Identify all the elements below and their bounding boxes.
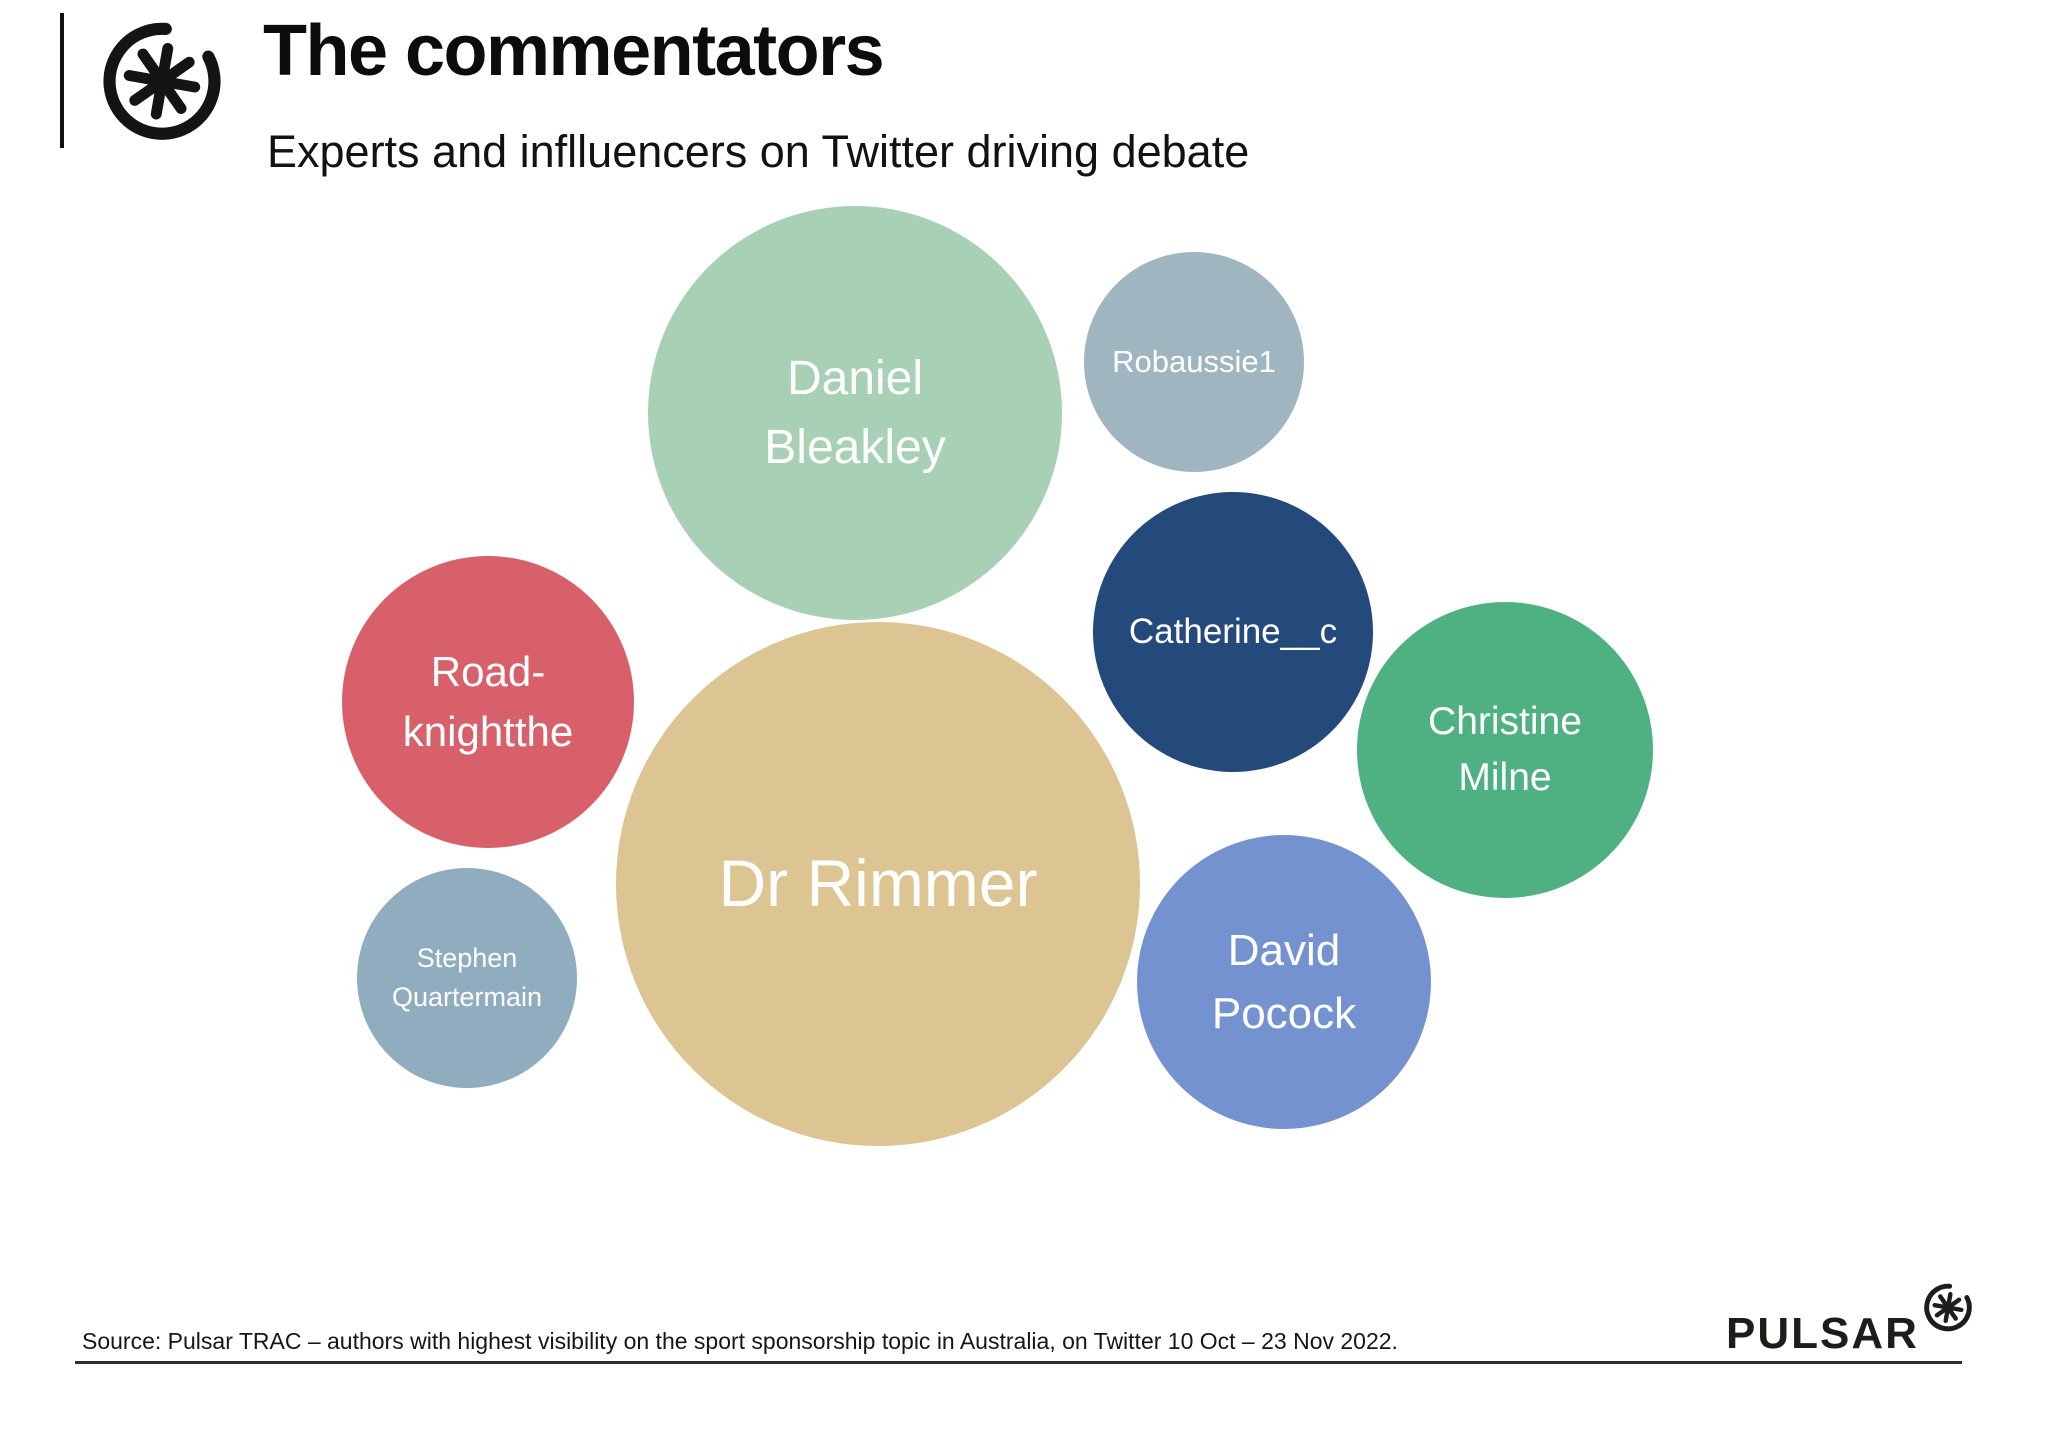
- bubble-dr-rimmer: Dr Rimmer: [616, 622, 1140, 1146]
- bubble-christine-milne: Christine Milne: [1357, 602, 1653, 898]
- bubble-road-knightthe: Road-knightthe: [342, 556, 634, 848]
- bubble-label: Road-knightthe: [402, 647, 574, 755]
- bubble-david-pocock: David Pocock: [1137, 835, 1431, 1129]
- bubble-daniel-bleakley: Daniel Bleakley: [648, 206, 1062, 620]
- bubble-stephen-quartermain: Stephen Quartermain: [357, 868, 577, 1088]
- stray-vertical-mark: [60, 13, 64, 148]
- bubble-catherine-c: Catherine__c: [1093, 492, 1373, 772]
- bubble-robaussie1: Robaussie1: [1084, 252, 1304, 472]
- bubble-label: Stephen Quartermain: [391, 943, 543, 1012]
- bubble-label: Daniel Bleakley: [764, 351, 946, 474]
- brand-wordmark: PULSAR: [1726, 1309, 1919, 1358]
- pulsar-brand-icon: [1924, 1283, 1972, 1332]
- page-subtitle: Experts and inflluencers on Twitter driv…: [267, 126, 1250, 177]
- bubble-label: Christine Milne: [1428, 699, 1582, 799]
- bubble-label: Robaussie1: [1112, 343, 1276, 379]
- bubble-label: David Pocock: [1211, 925, 1357, 1038]
- bubble-label: Dr Rimmer: [718, 846, 1038, 921]
- footer-rule: [75, 1361, 1962, 1364]
- bubble-label: Catherine__c: [1128, 611, 1338, 651]
- source-note: Source: Pulsar TRAC – authors with highe…: [82, 1328, 1398, 1354]
- pulsar-logo-icon: [103, 22, 221, 140]
- brand-lockup: PULSAR: [1726, 1281, 1974, 1359]
- page-title: The commentators: [263, 11, 885, 91]
